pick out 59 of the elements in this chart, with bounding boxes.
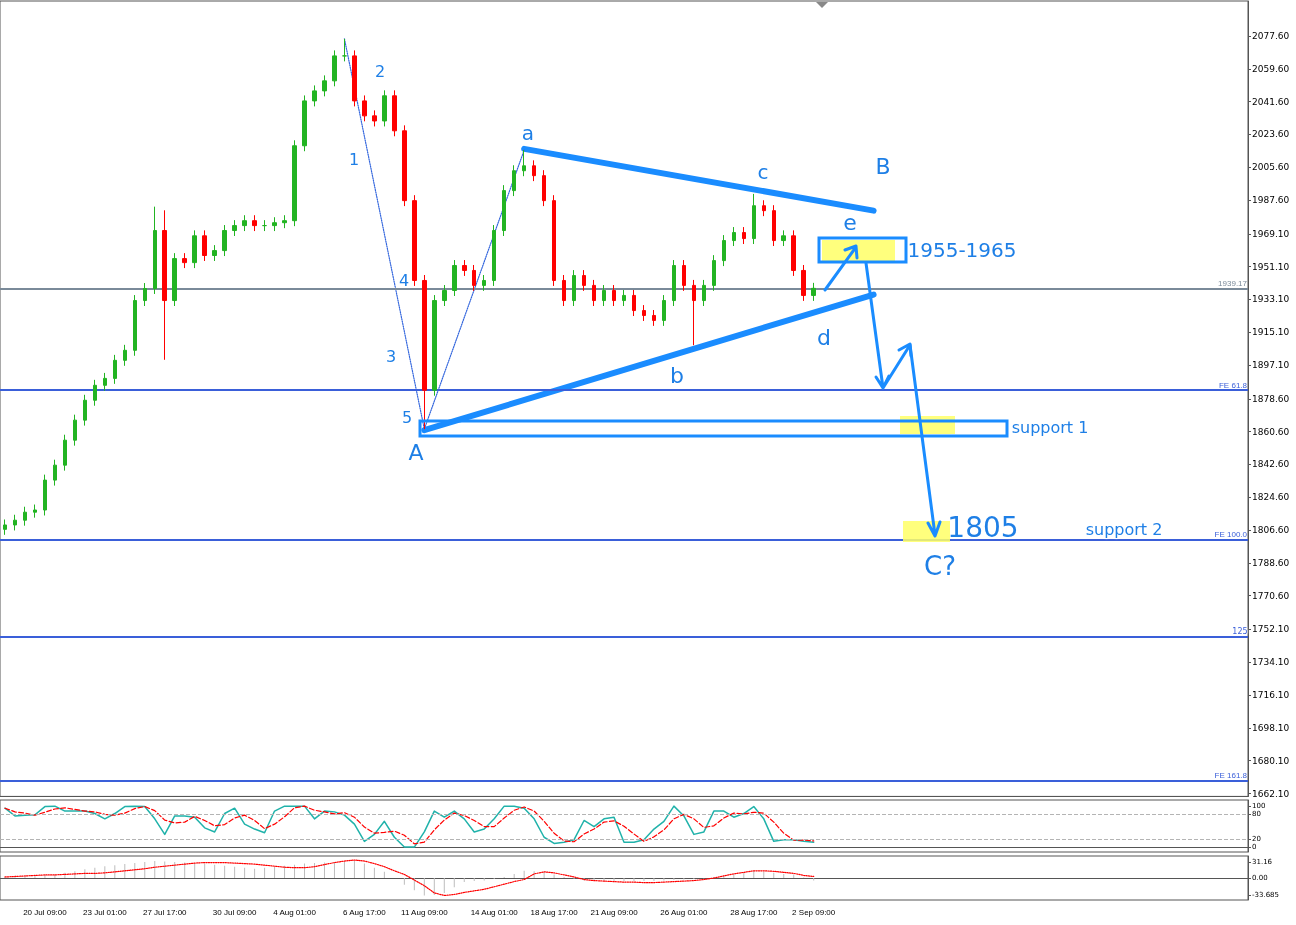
- annotation: B: [875, 154, 891, 179]
- y-tick-label: 1824.60: [1252, 492, 1290, 503]
- ref-line-label: FE 61.8: [1218, 380, 1248, 390]
- y-tick-label: 1987.60: [1252, 195, 1290, 206]
- x-tick-label: 23 Jul 01:00: [83, 907, 128, 917]
- annotation: 1805: [947, 511, 1019, 544]
- y-tick-label: 1680.10: [1252, 755, 1290, 766]
- annotation: b: [670, 363, 684, 388]
- y-tick-label: 2077.60: [1252, 31, 1290, 41]
- annotation: 3: [385, 347, 397, 366]
- y-tick-label: 1969.10: [1252, 228, 1290, 239]
- annotation: 1: [348, 150, 360, 169]
- annotation: 125: [1232, 626, 1248, 636]
- annotation: C?: [924, 551, 956, 581]
- y-tick-label: 1860.60: [1252, 426, 1290, 437]
- annotation: 4: [398, 271, 410, 290]
- x-tick-label: 14 Aug 01:00: [470, 907, 519, 917]
- y-tick-label: 1806.60: [1252, 525, 1290, 536]
- x-tick-label: 30 Jul 09:00: [212, 907, 257, 917]
- annotation: support 1: [1011, 418, 1089, 437]
- annotation: c: [757, 160, 769, 184]
- y-tick-label: 1842.60: [1252, 459, 1290, 470]
- y-tick-label: 2059.60: [1252, 63, 1290, 74]
- annotation: a: [521, 121, 535, 145]
- y-tick-label: 1951.10: [1252, 261, 1290, 272]
- y-tick-label: 2005.60: [1252, 162, 1290, 173]
- y-tick-label: 1770.60: [1252, 590, 1290, 601]
- annotation: 5: [401, 408, 413, 427]
- x-tick-label: 27 Jul 17:00: [142, 907, 188, 917]
- annotation: d: [817, 325, 831, 350]
- y-tick-label: 1662.10: [1252, 788, 1290, 799]
- x-tick-label: 6 Aug 17:00: [343, 907, 387, 917]
- ref-line-label: FE 100.0: [1214, 530, 1248, 540]
- annotation: A: [408, 440, 424, 465]
- x-tick-label: 28 Aug 17:00: [730, 907, 778, 917]
- ref-line-label: 1939.17: [1218, 278, 1248, 288]
- annotation: 1955-1965: [907, 238, 1017, 262]
- x-tick-label: 11 Aug 09:00: [401, 907, 449, 917]
- x-tick-label: 20 Jul 09:00: [23, 907, 68, 917]
- annotation: e: [843, 210, 857, 235]
- y-tick-label: 1698.10: [1252, 722, 1290, 733]
- x-tick-label: 26 Aug 01:00: [660, 907, 709, 917]
- y-tick-label: 1734.10: [1252, 657, 1290, 668]
- x-tick-label: 18 Aug 17:00: [530, 907, 579, 917]
- y-tick-label: 1716.10: [1252, 690, 1290, 701]
- y-tick-label: 1915.10: [1252, 327, 1290, 338]
- y-tick-label: 2041.60: [1252, 96, 1290, 107]
- x-tick-label: 4 Aug 01:00: [273, 907, 317, 917]
- annotation: 2: [374, 62, 386, 81]
- x-tick-label: 21 Aug 09:00: [590, 907, 639, 917]
- y-tick-label: 1788.60: [1252, 557, 1290, 568]
- y-tick-label: 1897.10: [1252, 360, 1290, 371]
- x-tick-label: 2 Sep 09:00: [792, 907, 836, 917]
- y-tick-label: 1933.10: [1252, 294, 1290, 305]
- y-tick-label: 1752.10: [1252, 624, 1290, 635]
- annotation: support 2: [1085, 520, 1163, 539]
- y-tick-label: 1878.60: [1252, 393, 1290, 404]
- ref-line-label: FE 161.8: [1214, 771, 1248, 781]
- y-tick-label: 2023.60: [1252, 129, 1290, 140]
